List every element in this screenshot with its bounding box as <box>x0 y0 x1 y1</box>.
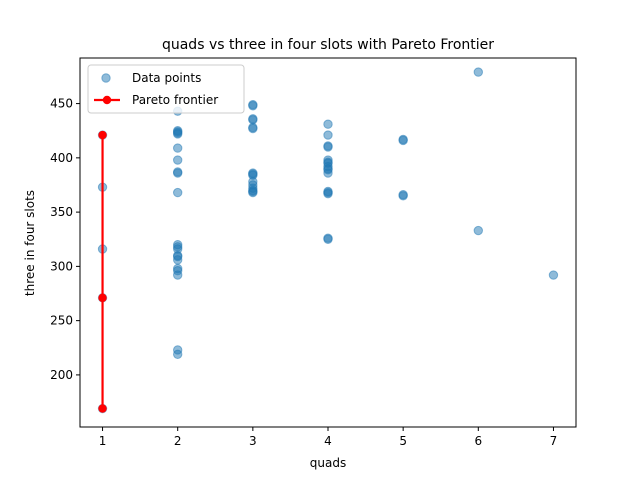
data-point <box>473 225 484 236</box>
y-tick-label: 300 <box>50 259 73 273</box>
data-point <box>323 188 333 199</box>
x-tick-label: 5 <box>399 434 407 448</box>
data-point <box>172 255 183 265</box>
y-tick-label: 350 <box>50 205 73 219</box>
y-tick-label: 450 <box>50 97 73 111</box>
data-point <box>172 270 183 280</box>
data-point <box>248 101 258 111</box>
legend-marker-pareto-frontier <box>102 95 112 105</box>
legend: Data points Pareto frontier <box>87 64 245 114</box>
legend-marker-data-points <box>101 73 111 83</box>
y-tick-label: 200 <box>50 368 73 382</box>
pareto-frontier-point <box>98 404 107 413</box>
data-point <box>398 191 408 201</box>
data-point <box>323 168 333 178</box>
pareto-frontier-point <box>98 130 107 140</box>
y-tick-label: 400 <box>50 151 73 165</box>
data-point <box>248 123 258 134</box>
legend-label: Data points <box>132 71 201 85</box>
data-point <box>172 349 183 359</box>
data-point <box>248 187 258 198</box>
legend-label: Pareto frontier <box>132 93 218 107</box>
data-point <box>548 270 559 280</box>
data-point <box>172 129 183 139</box>
plot-area: 1 2 3 4 5 6 7 200 250 300 350 400 450 <box>50 57 577 448</box>
x-tick-label: 4 <box>324 434 332 448</box>
data-point <box>172 143 183 153</box>
data-point <box>398 135 408 146</box>
data-point <box>473 67 484 77</box>
data-point <box>172 155 183 165</box>
data-point <box>323 142 333 152</box>
y-tick-label: 250 <box>50 314 73 328</box>
pareto-frontier-point <box>98 293 107 303</box>
data-point <box>172 187 183 198</box>
legend-box <box>87 64 245 114</box>
x-tick-label: 1 <box>99 434 107 448</box>
data-point <box>323 130 333 140</box>
data-point <box>323 119 333 129</box>
y-axis-label: three in four slots <box>23 190 37 296</box>
data-point <box>323 234 333 244</box>
x-tick-label: 3 <box>249 434 257 448</box>
x-axis-label: quads <box>310 456 346 470</box>
x-tick-label: 2 <box>174 434 182 448</box>
chart-title: quads vs three in four slots with Pareto… <box>162 37 494 53</box>
x-tick-label: 7 <box>550 434 558 448</box>
data-point <box>172 168 183 178</box>
x-tick-label: 6 <box>474 434 482 448</box>
